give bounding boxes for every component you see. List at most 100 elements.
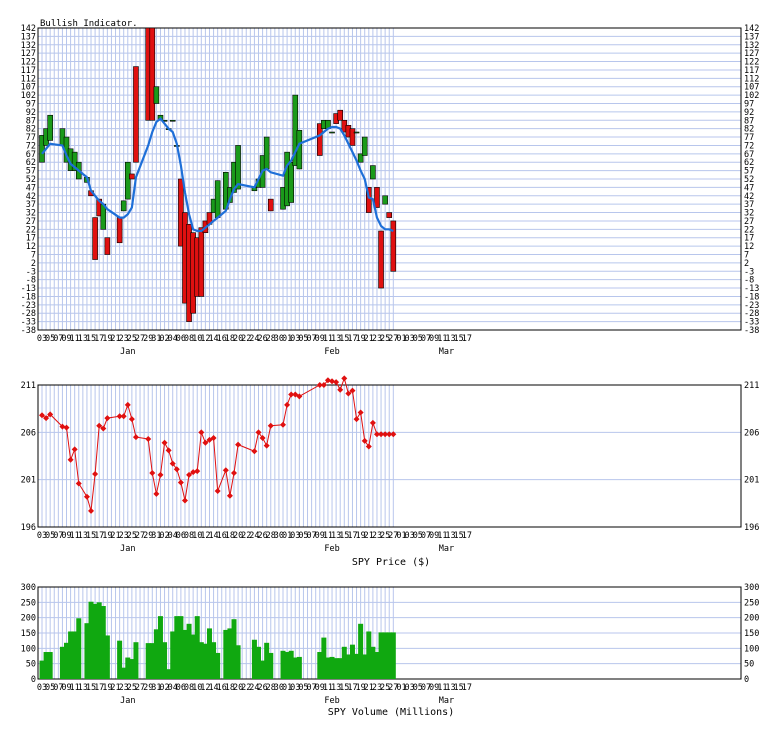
bullish-down-bar bbox=[386, 212, 393, 218]
volume-xtick-label: 08 bbox=[184, 683, 194, 693]
price-ytick-right: 206 bbox=[744, 428, 759, 438]
bullish-xtick-label: 30 bbox=[274, 334, 284, 344]
volume-bar bbox=[211, 642, 217, 679]
bullish-xtick-label: 11 bbox=[70, 334, 80, 344]
bullish-month-label: Jan bbox=[120, 347, 135, 357]
bullish-xtick-label: 18 bbox=[225, 334, 235, 344]
price-point bbox=[214, 488, 221, 495]
bullish-ytick-left: 22 bbox=[26, 225, 36, 235]
bullish-down-bar bbox=[198, 227, 205, 297]
price-point bbox=[284, 401, 291, 408]
bullish-ytick-right: 82 bbox=[744, 125, 754, 135]
volume-bar bbox=[256, 646, 262, 679]
bullish-up-bar bbox=[71, 151, 78, 171]
volume-bar bbox=[215, 652, 221, 679]
price-point bbox=[165, 447, 172, 454]
bullish-ytick-right: 72 bbox=[744, 141, 754, 151]
bullish-up-bar bbox=[288, 161, 294, 203]
price-point bbox=[263, 442, 270, 449]
volume-xtick-label: 10 bbox=[192, 683, 202, 693]
volume-bar bbox=[386, 632, 392, 679]
price-xtick-label: 08 bbox=[184, 531, 194, 541]
bullish-xtick-label: 15 bbox=[454, 334, 464, 344]
bullish-up-bar bbox=[329, 131, 335, 134]
volume-bar bbox=[182, 629, 188, 679]
volume-bar bbox=[76, 618, 82, 679]
bullish-ytick-left: 62 bbox=[26, 158, 36, 168]
volume-bar bbox=[149, 643, 155, 679]
price-xtick-label: 16 bbox=[217, 531, 227, 541]
bullish-down-bar bbox=[316, 123, 323, 156]
volume-xtick-label: 27 bbox=[388, 683, 398, 693]
bullish-ytick-right: 42 bbox=[744, 192, 754, 202]
volume-xtick-label: 13 bbox=[331, 683, 341, 693]
volume-bar bbox=[145, 643, 151, 679]
volume-month-label: Mar bbox=[439, 696, 454, 706]
price-point bbox=[382, 431, 389, 438]
volume-xtick-label: 12 bbox=[200, 683, 210, 693]
bullish-ytick-right: 57 bbox=[744, 167, 754, 177]
bullish-xtick-label: 21 bbox=[364, 334, 374, 344]
bullish-up-bar bbox=[235, 145, 241, 190]
volume-bar bbox=[153, 629, 159, 679]
bullish-ytick-right: 22 bbox=[744, 225, 754, 235]
price-point bbox=[255, 429, 262, 436]
bullish-ytick-right: 47 bbox=[744, 183, 754, 193]
price-xtick-label: 27 bbox=[388, 531, 398, 541]
volume-bar bbox=[292, 657, 298, 679]
volume-xtick-label: 11 bbox=[70, 683, 80, 693]
volume-bar bbox=[366, 631, 372, 679]
price-point bbox=[157, 471, 164, 478]
price-point bbox=[361, 437, 368, 444]
price-point bbox=[132, 434, 139, 441]
bullish-ytick-right: -3 bbox=[744, 267, 754, 277]
bullish-xtick-label: 23 bbox=[119, 334, 129, 344]
price-point bbox=[39, 412, 45, 419]
bullish-xtick-label: 13 bbox=[445, 334, 455, 344]
volume-bar bbox=[325, 657, 331, 679]
price-point bbox=[75, 480, 82, 487]
volume-bar bbox=[178, 616, 184, 679]
volume-bar bbox=[72, 631, 78, 679]
volume-bar bbox=[280, 650, 286, 679]
volume-bar bbox=[358, 623, 364, 679]
price-point bbox=[190, 469, 197, 476]
price-point bbox=[333, 379, 340, 386]
volume-bar bbox=[378, 632, 384, 679]
volume-xlabel: SPY Volume (Millions) bbox=[328, 707, 454, 718]
bullish-xtick-label: 10 bbox=[192, 334, 202, 344]
bullish-ytick-right: 62 bbox=[744, 158, 754, 168]
bullish-month-label: Feb bbox=[324, 347, 339, 357]
price-ytick-right: 196 bbox=[744, 523, 759, 533]
bullish-ytick-left: 57 bbox=[26, 167, 36, 177]
price-point bbox=[149, 470, 156, 477]
price-point bbox=[169, 460, 176, 467]
price-xtick-label: 29 bbox=[143, 531, 153, 541]
price-point bbox=[337, 386, 344, 393]
bullish-down-bar bbox=[374, 187, 380, 208]
price-point bbox=[47, 411, 54, 418]
bullish-xtick-label: 25 bbox=[380, 334, 390, 344]
volume-bar bbox=[264, 642, 270, 679]
price-month-label: Mar bbox=[439, 544, 454, 554]
price-xtick-label: 10 bbox=[192, 531, 202, 541]
price-point bbox=[92, 470, 99, 477]
price-xtick-label: 03 bbox=[37, 531, 47, 541]
bullish-ytick-left: 32 bbox=[26, 209, 36, 219]
bullish-xtick-label: 09 bbox=[61, 334, 71, 344]
volume-bar bbox=[370, 646, 376, 679]
volume-bar bbox=[190, 634, 196, 679]
volume-xtick-label: 28 bbox=[266, 683, 276, 693]
bullish-xtick-label: 09 bbox=[429, 334, 439, 344]
bullish-xtick-label: 07 bbox=[306, 334, 316, 344]
price-point bbox=[267, 422, 274, 429]
bullish-ytick-left: 127 bbox=[21, 49, 36, 59]
price-xtick-label: 17 bbox=[347, 531, 357, 541]
bullish-up-bar bbox=[263, 136, 270, 170]
price-xtick-label: 15 bbox=[454, 531, 464, 541]
volume-xtick-label: 17 bbox=[462, 683, 472, 693]
bullish-ytick-right: 107 bbox=[744, 83, 759, 93]
price-point bbox=[296, 393, 303, 400]
bullish-ytick-right: 2 bbox=[744, 259, 749, 269]
volume-xtick-label: 13 bbox=[445, 683, 455, 693]
